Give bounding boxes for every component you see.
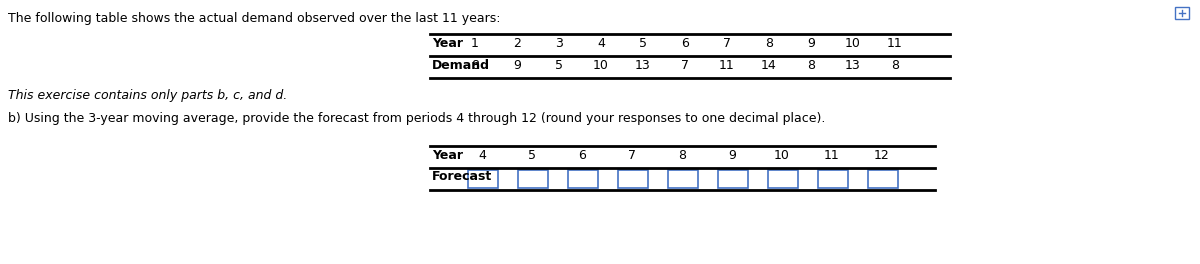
Text: This exercise contains only parts b, c, and d.: This exercise contains only parts b, c, …	[8, 89, 287, 102]
Text: 10: 10	[774, 149, 790, 162]
FancyBboxPatch shape	[718, 170, 748, 188]
Text: 2: 2	[514, 37, 521, 50]
Text: 8: 8	[678, 149, 686, 162]
Text: 7: 7	[682, 59, 689, 72]
FancyBboxPatch shape	[518, 170, 548, 188]
FancyBboxPatch shape	[668, 170, 698, 188]
Text: 1: 1	[472, 37, 479, 50]
Text: 5: 5	[528, 149, 536, 162]
FancyBboxPatch shape	[768, 170, 798, 188]
Text: 11: 11	[824, 149, 840, 162]
Text: 10: 10	[845, 37, 860, 50]
Text: Forecast: Forecast	[432, 170, 492, 183]
Text: 6: 6	[682, 37, 689, 50]
Text: 9: 9	[514, 59, 521, 72]
Text: 3: 3	[556, 37, 563, 50]
Text: 12: 12	[874, 149, 890, 162]
FancyBboxPatch shape	[1175, 7, 1189, 19]
Text: 8: 8	[766, 37, 773, 50]
Text: Demand: Demand	[432, 59, 490, 72]
FancyBboxPatch shape	[618, 170, 648, 188]
Text: 14: 14	[761, 59, 776, 72]
Text: 13: 13	[845, 59, 860, 72]
Text: Year: Year	[432, 37, 463, 50]
Text: The following table shows the actual demand observed over the last 11 years:: The following table shows the actual dem…	[8, 12, 500, 25]
Text: 4: 4	[478, 149, 486, 162]
Text: 9: 9	[808, 37, 815, 50]
Text: 13: 13	[635, 59, 650, 72]
Text: b) Using the 3-year moving average, provide the forecast from periods 4 through : b) Using the 3-year moving average, prov…	[8, 112, 826, 125]
FancyBboxPatch shape	[468, 170, 498, 188]
Text: Year: Year	[432, 149, 463, 162]
Text: 8: 8	[470, 59, 479, 72]
FancyBboxPatch shape	[818, 170, 848, 188]
Text: 4: 4	[598, 37, 605, 50]
Text: 8: 8	[808, 59, 815, 72]
FancyBboxPatch shape	[868, 170, 898, 188]
Text: 5: 5	[640, 37, 647, 50]
Text: 5: 5	[554, 59, 563, 72]
Text: 11: 11	[887, 37, 902, 50]
FancyBboxPatch shape	[568, 170, 598, 188]
Text: 6: 6	[578, 149, 586, 162]
Text: 8: 8	[890, 59, 899, 72]
Text: 7: 7	[722, 37, 731, 50]
Text: 7: 7	[628, 149, 636, 162]
Text: 11: 11	[719, 59, 734, 72]
Text: 10: 10	[593, 59, 608, 72]
Text: 9: 9	[728, 149, 736, 162]
